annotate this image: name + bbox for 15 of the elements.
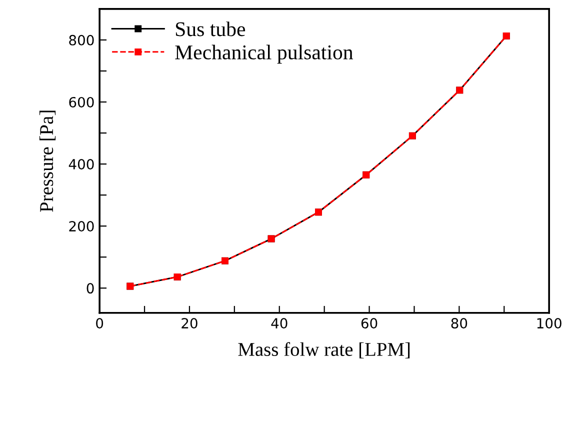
x-tick-label: 80 (451, 318, 468, 329)
y-tick-label: 0 (86, 283, 94, 294)
legend-label: Mechanical pulsation (175, 44, 354, 64)
y-tick-label: 200 (69, 221, 94, 232)
y-axis-title: Pressure [Pa] (39, 110, 56, 212)
y-tick-label: 600 (69, 96, 94, 108)
x-axis-title: Mass folw rate [LPM] (238, 342, 410, 358)
x-tick-label: 40 (271, 318, 288, 329)
y-tick-label: 800 (69, 34, 94, 46)
x-tick-label: 0 (96, 318, 104, 329)
legend-label: Sus tube (176, 22, 246, 36)
y-tick-label: 400 (68, 158, 94, 170)
x-tick-label: 100 (537, 318, 562, 329)
x-tick-label: 20 (182, 318, 198, 329)
x-tick-label: 60 (361, 318, 378, 329)
